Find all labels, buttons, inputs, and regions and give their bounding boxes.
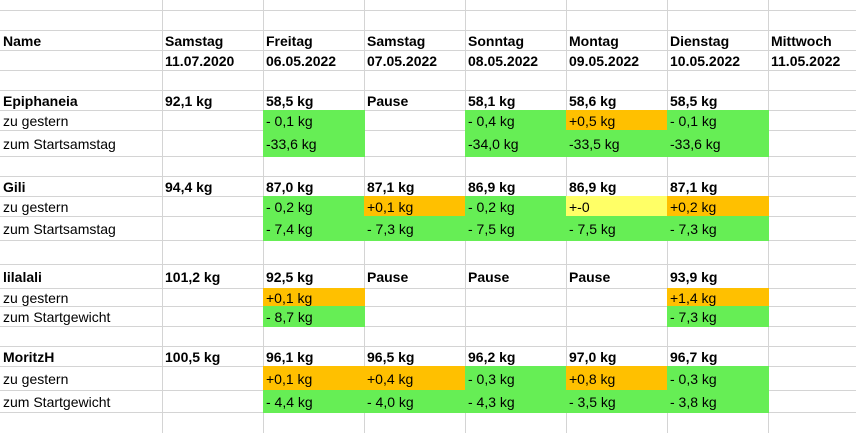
row-gridline [0,110,856,111]
weight-cell[interactable]: 87,1 kg [367,178,415,195]
weight-cell[interactable]: 92,1 kg [165,92,213,109]
weight-cell[interactable]: Pause [367,92,409,109]
weight-cell[interactable]: Pause [468,268,510,285]
weight-cell[interactable]: 96,5 kg [367,348,415,365]
weight-cell[interactable]: Pause [569,268,611,285]
difference-cell[interactable]: - 4,3 kg [465,390,567,413]
weight-cell[interactable]: 58,6 kg [569,92,617,109]
difference-cell[interactable]: - 7,5 kg [465,216,567,241]
difference-cell[interactable]: - 7,5 kg [566,216,668,241]
row-gridline [0,130,856,131]
header-day-cell[interactable]: Montag [569,32,619,49]
weight-cell[interactable]: 96,7 kg [670,348,718,365]
weight-cell[interactable]: 92,5 kg [266,268,314,285]
difference-cell[interactable]: -33,5 kg [566,130,668,157]
header-date-cell[interactable]: 10.05.2022 [670,52,741,69]
difference-cell[interactable]: +-0 [566,196,668,217]
header-date-cell[interactable]: 11.07.2020 [165,52,235,69]
difference-cell[interactable]: - 8,7 kg [263,306,365,327]
weight-cell[interactable]: 96,2 kg [468,348,516,365]
person-name-cell[interactable]: lilalali [3,268,42,285]
weight-cell[interactable]: 97,0 kg [569,348,617,365]
difference-cell[interactable]: +0,1 kg [263,366,365,391]
difference-cell[interactable]: - 0,3 kg [667,366,769,391]
header-date-cell[interactable]: 07.05.2022 [367,52,438,69]
difference-cell[interactable]: +0,1 kg [364,196,466,217]
difference-cell[interactable]: - 7,3 kg [364,216,466,241]
weight-cell[interactable]: 87,0 kg [266,178,314,195]
header-date-cell[interactable]: 06.05.2022 [266,52,337,69]
weight-cell[interactable]: 87,1 kg [670,178,718,195]
header-day-cell[interactable]: Freitag [266,32,313,49]
row-label-cell[interactable]: zu gestern [3,198,69,215]
difference-cell[interactable]: -34,0 kg [465,130,567,157]
difference-cell[interactable]: - 4,0 kg [364,390,466,413]
difference-cell[interactable]: - 0,2 kg [465,196,567,217]
row-gridline [0,306,856,307]
header-date-cell[interactable]: 11.05.2022 [771,52,841,69]
weight-cell[interactable]: 58,5 kg [266,92,314,109]
header-day-cell[interactable]: Dienstag [670,32,730,49]
difference-cell[interactable]: - 7,4 kg [263,216,365,241]
row-gridline [0,288,856,289]
header-name-cell[interactable]: Name [3,32,42,49]
weight-cell[interactable]: 100,5 kg [165,348,221,365]
row-gridline [0,30,856,31]
difference-cell[interactable]: - 0,1 kg [667,110,769,131]
difference-cell[interactable]: +0,8 kg [566,366,668,391]
header-date-cell[interactable]: 08.05.2022 [468,52,539,69]
row-gridline [0,70,856,71]
difference-cell[interactable]: +0,1 kg [263,288,365,307]
header-day-cell[interactable]: Samstag [165,32,224,49]
person-name-cell[interactable]: MoritzH [3,348,55,365]
row-gridline [0,326,856,327]
weight-cell[interactable]: 94,4 kg [165,178,213,195]
person-name-cell[interactable]: Epiphaneia [3,92,78,109]
header-day-cell[interactable]: Sonntag [468,32,524,49]
weight-cell[interactable]: 96,1 kg [266,348,314,365]
weight-cell[interactable]: 93,9 kg [670,268,718,285]
weight-cell[interactable]: 101,2 kg [165,268,221,285]
weight-cell[interactable]: 86,9 kg [569,178,617,195]
difference-cell[interactable]: +0,2 kg [667,196,769,217]
difference-cell[interactable]: -33,6 kg [263,130,365,157]
person-name-cell[interactable]: Gili [3,178,26,195]
difference-cell[interactable]: - 0,3 kg [465,366,567,391]
row-label-cell[interactable]: zum Startgewicht [3,393,111,410]
row-label-cell[interactable]: zu gestern [3,112,69,129]
difference-cell[interactable]: - 0,4 kg [465,110,567,131]
row-label-cell[interactable]: zu gestern [3,289,69,306]
weight-cell[interactable]: 58,1 kg [468,92,516,109]
weight-cell[interactable]: Pause [367,268,409,285]
row-label-cell[interactable]: zum Startsamstag [3,135,116,152]
row-label-cell[interactable]: zum Startsamstag [3,220,116,237]
row-gridline [0,176,856,177]
difference-cell[interactable]: - 0,1 kg [263,110,365,131]
row-gridline [0,50,856,51]
weight-cell[interactable]: 58,5 kg [670,92,718,109]
header-day-cell[interactable]: Samstag [367,32,426,49]
header-day-cell[interactable]: Mittwoch [771,32,832,49]
row-gridline [0,156,856,157]
difference-cell[interactable]: +0,5 kg [566,110,668,131]
difference-cell[interactable]: - 4,4 kg [263,390,365,413]
difference-cell[interactable]: - 7,3 kg [667,216,769,241]
header-date-cell[interactable]: 09.05.2022 [569,52,640,69]
difference-cell[interactable]: -33,6 kg [667,130,769,157]
difference-cell[interactable]: +0,4 kg [364,366,466,391]
difference-cell[interactable]: +1,4 kg [667,288,769,307]
difference-cell[interactable]: - 3,5 kg [566,390,668,413]
row-gridline [0,264,856,265]
row-gridline [0,10,856,11]
row-label-cell[interactable]: zum Startgewicht [3,308,111,325]
difference-cell[interactable]: - 7,3 kg [667,306,769,327]
difference-cell[interactable]: - 3,8 kg [667,390,769,413]
difference-cell[interactable]: - 0,2 kg [263,196,365,217]
weight-cell[interactable]: 86,9 kg [468,178,516,195]
row-gridline [0,90,856,91]
row-label-cell[interactable]: zu gestern [3,370,69,387]
row-gridline [0,346,856,347]
